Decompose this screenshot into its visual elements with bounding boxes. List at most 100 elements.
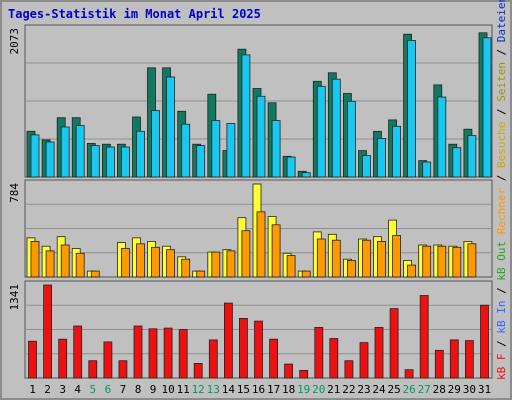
x-tick-label-day-23: 23	[357, 383, 370, 396]
x-tick-label-day-18: 18	[282, 383, 295, 396]
legend-entry: /	[495, 334, 508, 347]
legend-entry: /	[495, 42, 508, 55]
x-tick-label-day-31: 31	[478, 383, 491, 396]
legend-entry: Besuche	[495, 115, 508, 168]
x-tick-label-day-6: 6	[105, 383, 112, 396]
bar-kilobytes-kb-f-day-19	[299, 369, 309, 379]
legend-entry: /	[495, 102, 508, 115]
bar-visits-rechner-day-29	[452, 246, 462, 278]
bar-requests-dateien-day-18	[286, 156, 296, 178]
x-tick-label-day-3: 3	[59, 383, 66, 396]
bar-requests-dateien-day-22	[346, 100, 356, 178]
bar-requests-dateien-day-2	[45, 141, 55, 178]
x-tick-label-day-8: 8	[135, 383, 142, 396]
bar-kilobytes-kb-f-day-8	[133, 325, 143, 379]
bar-visits-rechner-day-30	[467, 243, 477, 278]
bar-requests-dateien-day-31	[482, 37, 492, 178]
bar-visits-rechner-day-26	[407, 264, 417, 278]
x-tick-label-day-26: 26	[402, 383, 415, 396]
bar-requests-dateien-day-5	[90, 145, 100, 178]
bar-kilobytes-kb-f-day-18	[284, 363, 294, 379]
bar-visits-rechner-day-22	[346, 259, 356, 278]
bar-kilobytes-kb-f-day-5	[88, 360, 98, 379]
bar-visits-rechner-day-14	[226, 250, 236, 278]
legend-entry: Dateien	[495, 0, 508, 42]
bar-kilobytes-kb-f-day-4	[73, 325, 83, 379]
x-tick-label-day-12: 12	[192, 383, 205, 396]
bar-visits-rechner-day-25	[392, 235, 402, 278]
bar-requests-dateien-day-27	[422, 161, 432, 178]
bar-requests-dateien-day-13	[211, 120, 221, 178]
x-tick-label-day-20: 20	[312, 383, 325, 396]
x-tick-label-day-19: 19	[297, 383, 310, 396]
bar-visits-rechner-day-11	[181, 258, 191, 278]
bar-requests-dateien-day-21	[331, 78, 341, 178]
bar-requests-dateien-day-3	[60, 126, 70, 178]
x-tick-label-day-10: 10	[161, 383, 174, 396]
bar-requests-dateien-day-17	[271, 120, 281, 178]
legend-entry: kB Out	[495, 234, 508, 280]
bar-visits-rechner-day-10	[166, 249, 176, 278]
bar-visits-rechner-day-2	[45, 250, 55, 278]
right-legend: kB F / kB In / kB Out Rechner / Besuche …	[495, 0, 508, 380]
bar-kilobytes-kb-f-day-3	[58, 338, 68, 379]
bar-visits-rechner-day-1	[30, 240, 40, 278]
bar-visits-rechner-day-17	[271, 224, 281, 278]
x-tick-label-day-4: 4	[74, 383, 81, 396]
bar-kilobytes-kb-f-day-13	[208, 339, 218, 379]
x-tick-label-day-21: 21	[327, 383, 340, 396]
x-tick-label-day-2: 2	[44, 383, 51, 396]
bar-requests-dateien-day-15	[241, 54, 251, 178]
bar-kilobytes-kb-f-day-12	[193, 362, 203, 379]
bar-requests-dateien-day-12	[196, 145, 206, 178]
x-tick-label-day-25: 25	[387, 383, 400, 396]
bar-kilobytes-kb-f-day-15	[238, 317, 248, 379]
bar-requests-dateien-day-23	[362, 155, 371, 178]
bar-requests-dateien-day-9	[151, 110, 160, 178]
y-axis-max-label-kilobytes: 1341	[8, 284, 21, 311]
bar-visits-rechner-day-20	[316, 238, 326, 278]
panel-requests: 2073	[8, 24, 493, 178]
bar-requests-dateien-day-11	[181, 123, 191, 178]
bar-kilobytes-kb-f-day-14	[223, 302, 233, 379]
bar-kilobytes-kb-f-day-7	[118, 360, 128, 379]
bar-kilobytes-kb-f-day-25	[389, 308, 399, 379]
x-tick-label-day-15: 15	[237, 383, 250, 396]
bar-requests-dateien-day-14	[226, 123, 236, 178]
bar-visits-rechner-day-13	[211, 251, 221, 278]
bar-requests-dateien-day-24	[377, 137, 386, 178]
bar-requests-dateien-day-7	[121, 146, 130, 178]
bar-kilobytes-kb-f-day-16	[254, 320, 263, 379]
legend-entry: kB F	[495, 347, 508, 380]
bar-requests-dateien-day-10	[166, 76, 176, 178]
x-tick-label-day-13: 13	[207, 383, 220, 396]
bar-visits-rechner-day-7	[121, 248, 130, 278]
bar-visits-rechner-day-3	[60, 244, 70, 278]
panel-kilobytes: 1341	[8, 280, 493, 379]
x-tick-label-day-14: 14	[222, 383, 236, 396]
bar-kilobytes-kb-f-day-27	[419, 295, 429, 379]
bar-visits-rechner-day-28	[437, 245, 447, 278]
bar-kilobytes-kb-f-day-26	[404, 369, 414, 379]
bar-visits-rechner-day-9	[151, 246, 160, 278]
y-axis-max-label-visits: 784	[8, 183, 21, 203]
bar-kilobytes-kb-f-day-22	[344, 360, 354, 379]
legend-entry: /	[495, 281, 508, 294]
bar-requests-dateien-day-19	[301, 172, 311, 178]
legend-entry: Seiten	[495, 55, 508, 101]
bar-requests-dateien-day-16	[256, 95, 266, 178]
bar-visits-rechner-day-12	[196, 270, 206, 278]
x-tick-label-day-1: 1	[29, 383, 36, 396]
bar-requests-dateien-day-26	[407, 40, 417, 178]
x-tick-label-day-11: 11	[177, 383, 190, 396]
chart-title: Tages-Statistik im Monat April 2025	[8, 7, 261, 21]
panel-visits: 784	[8, 179, 493, 278]
legend-entry: kB In	[495, 294, 508, 334]
bar-visits-rechner-day-27	[422, 245, 432, 278]
bar-requests-dateien-day-29	[452, 147, 462, 178]
bar-kilobytes-kb-f-day-6	[103, 341, 113, 379]
bar-kilobytes-kb-f-day-24	[374, 326, 384, 379]
